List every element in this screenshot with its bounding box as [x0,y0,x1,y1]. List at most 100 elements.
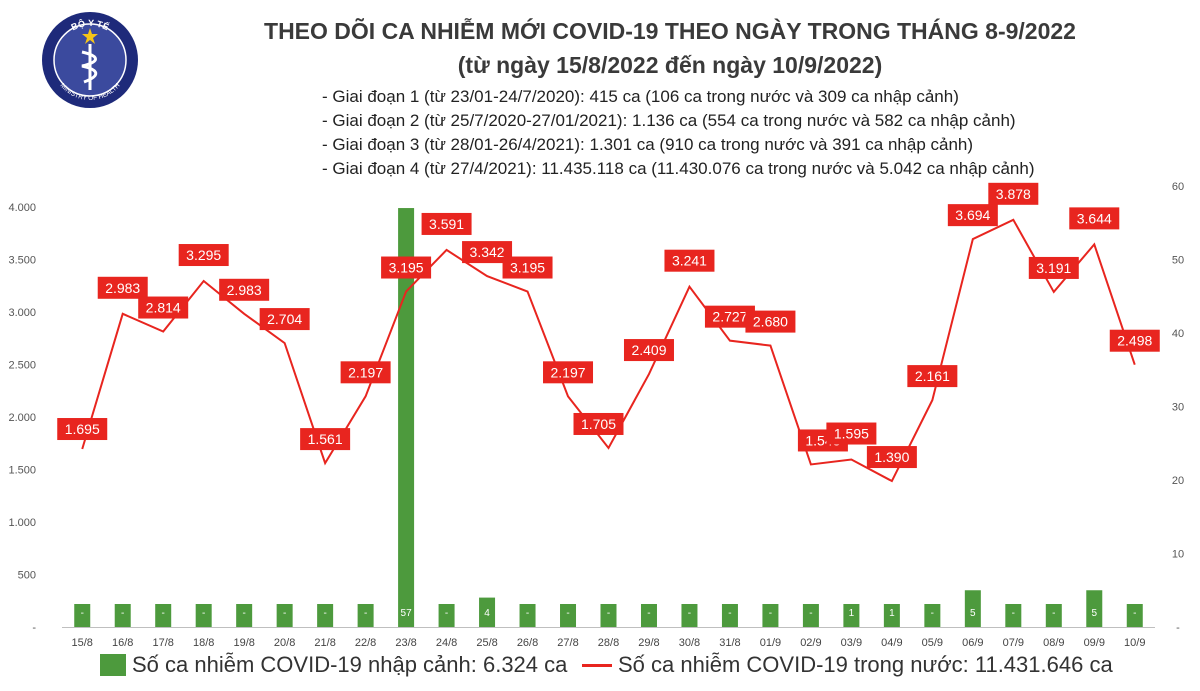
line-data-label-box [421,212,472,235]
line-data-label-box [907,365,958,388]
x-tick-label: 25/8 [476,637,497,649]
line-data-label-box [219,278,270,301]
line-data-label-box [340,361,391,384]
y-left-tick-label: 1.000 [8,517,36,529]
bar [519,604,536,627]
line-data-label: 1.390 [874,449,909,465]
y-right-tick-label: - [1176,622,1180,634]
line-data-label: 3.342 [470,244,505,260]
bar-data-label: - [566,608,569,619]
line-data-label-box [664,249,715,272]
x-tick-label: 19/8 [233,637,254,649]
line-data-label-box [543,361,594,384]
logo-top-text: BỘ Y TẾ [70,17,111,32]
bar [802,604,819,627]
bar [276,604,293,627]
x-tick-label: 09/9 [1084,637,1105,649]
phase-note-4: - Giai đoạn 4 (từ 27/4/2021): 11.435.118… [322,159,1035,178]
bar [357,604,374,627]
bar-data-label: - [647,608,650,619]
line-data-label: 3.878 [996,186,1031,202]
bar-data-label: - [283,608,286,619]
phase-notes: - Giai đoạn 1 (từ 23/01-24/7/2020): 415 … [322,86,1035,182]
x-tick-label: 26/8 [517,637,538,649]
line-data-label-box [259,308,310,331]
legend-label-imported: Số ca nhiễm COVID-19 nhập cảnh: 6.324 ca [132,652,568,677]
y-left-tick-label: 1.500 [8,465,36,477]
bar-data-label: - [1133,608,1136,619]
bar-data-label: - [769,608,772,619]
line-data-label-box [97,276,148,299]
bar [600,604,617,627]
x-tick-label: 04/9 [881,637,902,649]
phase-note-3: - Giai đoạn 3 (từ 28/01-26/4/2021): 1.30… [322,135,974,154]
line-data-label: 2.409 [631,342,666,358]
line-data-label: 2.983 [227,282,262,298]
bar [721,604,738,627]
line-data-label-box [826,422,877,445]
line-data-label: 3.195 [389,260,424,276]
bar-data-label: - [931,608,934,619]
line-data-label-box [1109,329,1160,352]
y-right-tick-label: 10 [1172,549,1184,561]
legend-item-imported: Số ca nhiễm COVID-19 nhập cảnh: 6.324 ca [100,652,567,678]
y-left-tick-label: 500 [18,570,36,582]
chart-subtitle: (từ ngày 15/8/2022 đến ngày 10/9/2022) [457,52,883,78]
line-data-label: 3.644 [1077,210,1112,226]
bar-data-label: - [364,608,367,619]
bar-data-label: - [1052,608,1055,619]
line-data-label: 2.983 [105,280,140,296]
legend-swatch-line [582,663,612,667]
bar [155,604,172,627]
x-tick-label: 16/8 [112,637,133,649]
line-data-label: 3.694 [955,207,990,223]
line-data-label: 1.695 [65,421,100,437]
x-tick-label: 30/8 [679,637,700,649]
bar [1005,604,1022,627]
bar-data-label: 5 [1091,608,1097,619]
line-data-label-box [745,310,796,333]
bar [74,604,91,627]
bar [1045,604,1062,627]
bar-data-label: - [81,608,84,619]
bar-data-label: 5 [970,608,976,619]
bar [1086,590,1103,627]
x-tick-label: 27/8 [557,637,578,649]
line-data-label-box [300,428,351,451]
y-right-tick-label: 30 [1172,402,1184,414]
bar [762,604,779,627]
y-right-tick-label: 50 [1172,255,1184,267]
svg-text:BỘ Y TẾ: BỘ Y TẾ [70,17,111,32]
x-tick-label: 21/8 [314,637,335,649]
line-data-label: 2.161 [915,368,950,384]
line-data-label-box [57,418,108,441]
bar-data-label: 4 [484,608,490,619]
bar [1126,604,1143,627]
line-data-label-box [381,256,432,279]
line-data-label-box [866,446,917,469]
line-data-label-box [502,256,553,279]
x-tick-label: 10/9 [1124,637,1145,649]
line-data-label: 3.195 [510,260,545,276]
bar [479,597,496,627]
phase-note-2: - Giai đoạn 2 (từ 25/7/2020-27/01/2021):… [322,111,1016,130]
bar-data-label: - [526,608,529,619]
x-tick-label: 07/9 [1003,637,1024,649]
line-data-label-box [1028,256,1079,279]
x-tick-label: 22/8 [355,637,376,649]
bar [195,604,212,627]
line-data-label: 1.705 [581,416,616,432]
x-tick-label: 15/8 [72,637,93,649]
x-tick-label: 31/8 [719,637,740,649]
line-data-label: 2.727 [712,309,747,325]
domestic-line [81,218,1136,483]
line-data-label-box [623,339,674,362]
line-data-label-box [462,241,513,264]
line-data-label: 2.197 [550,364,585,380]
bar [438,604,455,627]
bar [843,604,860,627]
line-data-label-box [947,204,998,227]
x-tick-label: 03/9 [841,637,862,649]
bar-data-label: 1 [889,608,895,619]
y-left-tick-label: 3.000 [8,307,36,319]
